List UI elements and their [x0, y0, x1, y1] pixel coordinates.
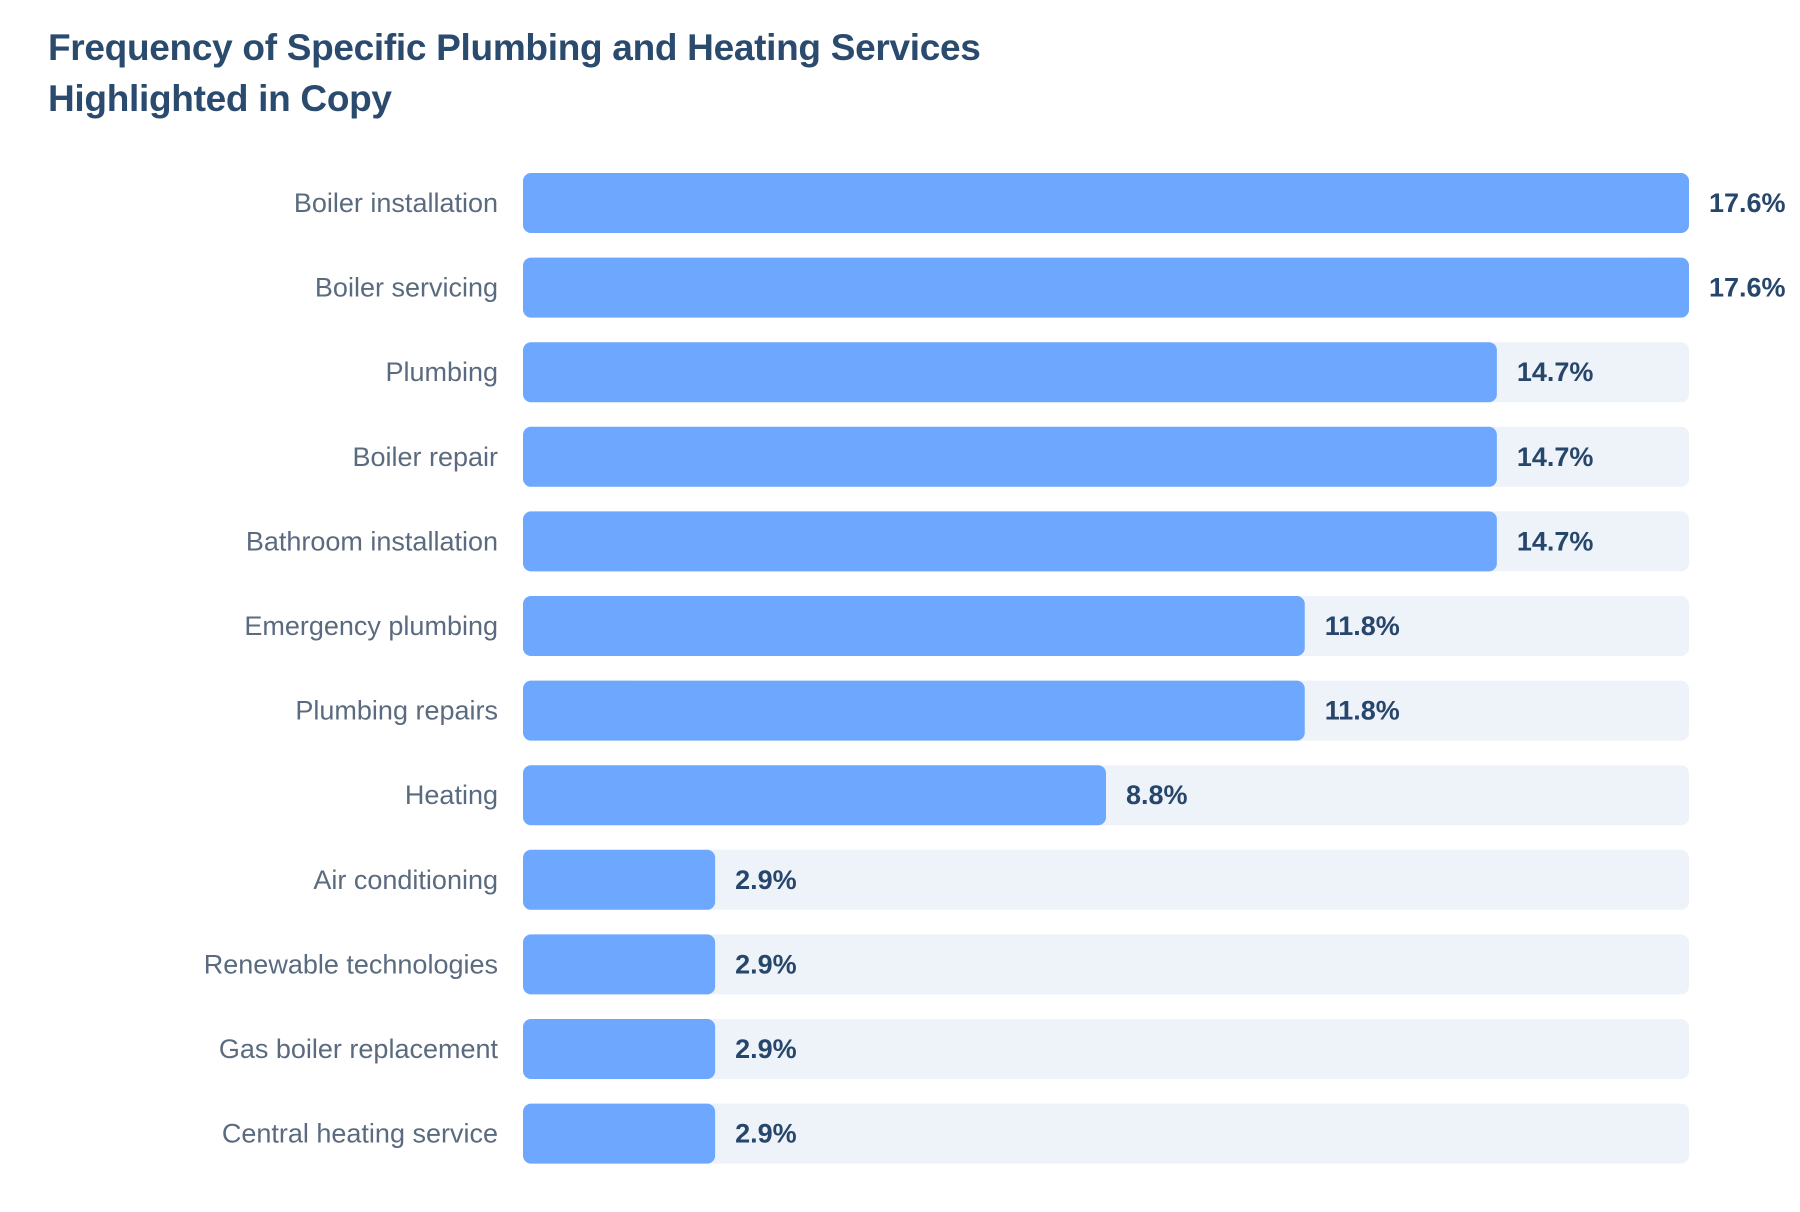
bar-row: Heating 8.8%	[405, 765, 1689, 826]
category-label: Air conditioning	[313, 865, 498, 895]
category-label: Boiler repair	[352, 442, 498, 472]
value-label: 2.9%	[735, 865, 797, 895]
bars-layer: Boiler installation 17.6%Boiler servicing…	[204, 173, 1786, 1164]
bar-row: Boiler installation 17.6%	[294, 173, 1786, 233]
bar	[523, 173, 1689, 233]
value-label: 17.6%	[1709, 273, 1786, 303]
category-label: Heating	[405, 780, 498, 810]
category-label: Plumbing	[385, 357, 498, 387]
value-label: 2.9%	[735, 1034, 797, 1064]
bar	[523, 849, 716, 910]
bar	[523, 680, 1305, 741]
value-label: 17.6%	[1709, 188, 1786, 218]
bar-row: Gas boiler replacement 2.9%	[219, 1019, 1689, 1079]
bar-row: Plumbing repairs 11.8%	[295, 680, 1689, 741]
category-label: Plumbing repairs	[295, 696, 498, 726]
bar-row: Boiler repair 14.7%	[352, 426, 1689, 487]
category-label: Boiler servicing	[315, 273, 498, 303]
category-label: Bathroom installation	[246, 526, 498, 556]
value-label: 2.9%	[735, 949, 797, 979]
bar-track	[523, 1103, 1689, 1164]
bar	[523, 934, 716, 995]
value-label: 2.9%	[735, 1119, 797, 1149]
bar-row: Boiler servicing 17.6%	[315, 257, 1786, 318]
bar	[523, 342, 1497, 403]
bar	[523, 426, 1497, 487]
chart-title-line-1: Frequency of Specific Plumbing and Heati…	[48, 27, 981, 68]
bar	[523, 511, 1497, 572]
category-label: Boiler installation	[294, 188, 498, 218]
category-label: Central heating service	[222, 1119, 498, 1149]
bar	[523, 596, 1305, 656]
bar-row: Emergency plumbing 11.8%	[244, 596, 1689, 656]
chart-title: Frequency of Specific Plumbing and Heati…	[48, 22, 1148, 124]
value-label: 8.8%	[1126, 780, 1188, 810]
value-label: 14.7%	[1517, 526, 1594, 556]
value-label: 11.8%	[1325, 696, 1400, 726]
bar-row: Plumbing 14.7%	[385, 342, 1689, 403]
bar-track	[523, 849, 1689, 910]
bar	[523, 1103, 716, 1164]
bar	[523, 765, 1106, 826]
category-label: Renewable technologies	[204, 949, 498, 979]
bar	[523, 257, 1689, 318]
category-label: Emergency plumbing	[244, 611, 498, 641]
bar	[523, 1019, 716, 1079]
value-label: 11.8%	[1325, 611, 1400, 641]
value-label: 14.7%	[1517, 442, 1594, 472]
bar-track	[523, 1019, 1689, 1079]
bar-row: Air conditioning 2.9%	[313, 849, 1689, 910]
bar-row: Renewable technologies 2.9%	[204, 934, 1689, 995]
category-label: Gas boiler replacement	[219, 1034, 499, 1064]
chart-title-line-2: Highlighted in Copy	[48, 78, 392, 119]
bar-row: Bathroom installation 14.7%	[246, 511, 1689, 572]
value-label: 14.7%	[1517, 357, 1594, 387]
bar-track	[523, 934, 1689, 995]
bar-row: Central heating service 2.9%	[222, 1103, 1689, 1164]
